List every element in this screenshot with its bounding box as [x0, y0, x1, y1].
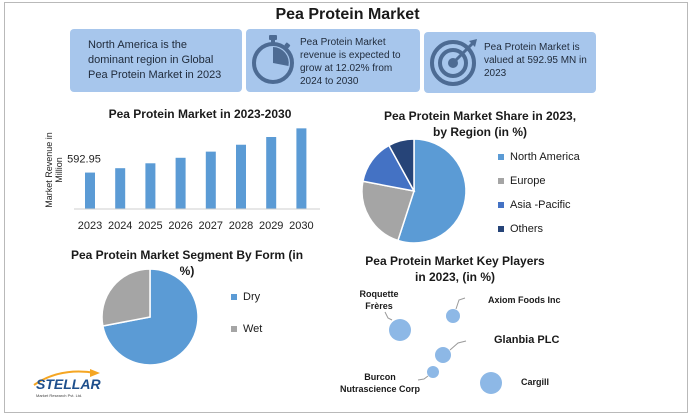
bubble-glanbia: [435, 347, 451, 363]
leader-roquette: [384, 311, 393, 321]
legend-label: Wet: [243, 323, 263, 335]
bubble-axiom: [446, 309, 460, 323]
label-burcon: Burcon Nutrascience Corp: [339, 372, 421, 394]
legend-label: North America: [510, 151, 580, 163]
form-legend-item: Wet: [231, 323, 262, 335]
legend-swatch: [231, 326, 237, 332]
region-legend-item: Europe: [498, 175, 545, 187]
stopwatch-icon: [252, 35, 294, 84]
value-card-text: Pea Protein Market is valued at 592.95 M…: [484, 42, 587, 79]
leader-burcon: [417, 375, 429, 381]
legend-label: Asia -Pacific: [510, 199, 571, 211]
logo-name: STELLAR: [36, 376, 101, 392]
region-legend-item: Asia -Pacific: [498, 199, 571, 211]
bubble-roquette: [389, 319, 411, 341]
leader-glanbia: [449, 340, 467, 351]
page-title: Pea Protein Market: [275, 6, 420, 23]
legend-swatch: [498, 202, 504, 208]
legend-swatch: [231, 294, 237, 300]
label-cargill: Cargill: [521, 377, 550, 387]
region-legend-item: North America: [498, 151, 580, 163]
region-card: North America is the dominant region in …: [70, 29, 242, 92]
leader-axiom: [455, 297, 466, 310]
region-pie-title: Pea Protein Market Share in 2023, by Reg…: [383, 109, 577, 139]
label-roquette: Roquette Frères: [359, 289, 399, 311]
infographic-frame: [4, 2, 688, 413]
key-players-title: Pea Protein Market Key Players in 2023, …: [365, 254, 545, 284]
region-legend-item: Others: [498, 223, 543, 235]
legend-swatch: [498, 226, 504, 232]
stellar-logo: STELLAR Market Research Pvt. Ltd.: [33, 369, 101, 398]
label-axiom: Axiom Foods Inc: [488, 295, 561, 305]
label-glanbia: Glanbia PLC: [494, 334, 560, 346]
legend-swatch: [498, 154, 504, 160]
bubble-cargill: [480, 372, 502, 394]
growth-card-text: Pea Protein Market revenue is expected t…: [300, 37, 401, 87]
legend-label: Others: [510, 223, 544, 235]
form-legend-item: Dry: [231, 291, 260, 303]
growth-card: Pea Protein Market revenue is expected t…: [246, 29, 420, 92]
target-icon: [430, 39, 477, 86]
bar-chart-title: Pea Protein Market in 2023-2030: [108, 107, 292, 121]
value-card: Pea Protein Market is valued at 592.95 M…: [424, 32, 596, 93]
legend-label: Dry: [243, 291, 261, 303]
legend-swatch: [498, 178, 504, 184]
logo-tagline: Market Research Pvt. Ltd.: [36, 393, 82, 398]
legend-label: Europe: [510, 175, 546, 187]
bubble-burcon: [427, 366, 439, 378]
region-card-text: North America is the dominant region in …: [88, 39, 222, 81]
